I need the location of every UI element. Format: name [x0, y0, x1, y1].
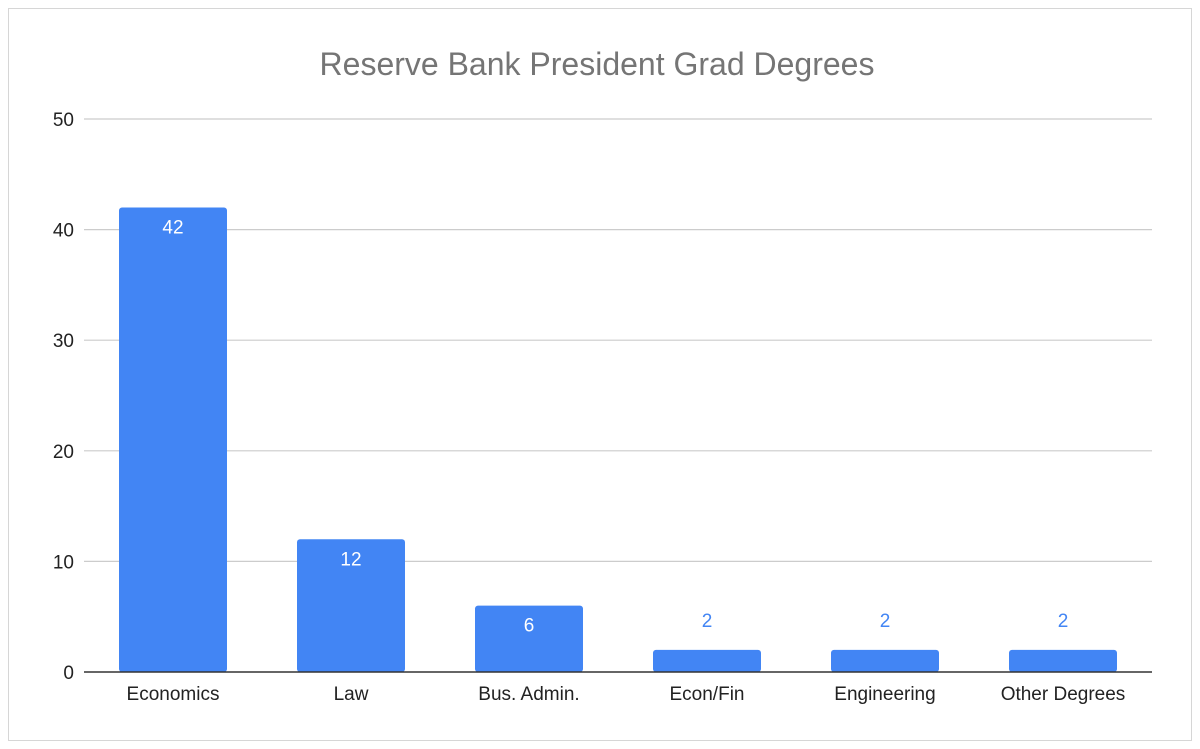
bar-econ-fin — [653, 649, 761, 672]
data-label-1: 12 — [340, 549, 361, 570]
y-tick-label-30: 30 — [53, 331, 74, 352]
x-tick-label-4: Engineering — [834, 684, 935, 705]
y-axis-ticks: 0 10 20 30 40 50 — [53, 110, 74, 684]
bar-law — [297, 539, 405, 672]
data-label-4: 2 — [880, 611, 891, 632]
bars — [119, 207, 1117, 673]
bar-bus-admin- — [475, 605, 583, 672]
data-label-5: 2 — [1058, 611, 1069, 632]
bar-engineering — [831, 649, 939, 672]
x-tick-label-2: Bus. Admin. — [478, 684, 579, 705]
x-axis-ticks: Economics Law Bus. Admin. Econ/Fin Engineeri… — [127, 684, 1126, 705]
bar-economics — [119, 207, 227, 673]
data-label-2: 6 — [524, 616, 535, 637]
data-label-0: 42 — [162, 217, 183, 238]
x-tick-label-1: Law — [334, 684, 369, 705]
x-tick-label-5: Other Degrees — [1001, 684, 1126, 705]
y-tick-label-0: 0 — [63, 663, 74, 684]
y-tick-label-10: 10 — [53, 552, 74, 573]
y-tick-label-50: 50 — [53, 110, 74, 131]
chart-title: Reserve Bank President Grad Degrees — [319, 46, 875, 82]
x-tick-label-3: Econ/Fin — [670, 684, 745, 705]
x-tick-label-0: Economics — [127, 684, 220, 705]
y-tick-label-40: 40 — [53, 221, 74, 242]
y-tick-label-20: 20 — [53, 442, 74, 463]
data-label-3: 2 — [702, 611, 713, 632]
data-labels: 42 12 6 2 2 2 — [162, 217, 1068, 636]
bar-other-degrees — [1009, 649, 1117, 672]
gridlines — [84, 118, 1152, 563]
